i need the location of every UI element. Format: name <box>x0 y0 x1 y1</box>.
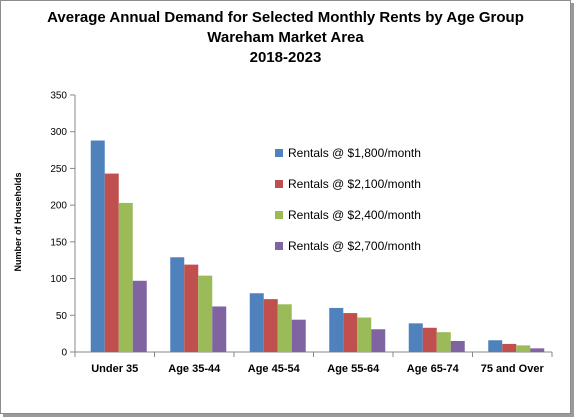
y-tick-label: 200 <box>50 201 67 212</box>
bar <box>408 323 423 352</box>
bar <box>422 327 437 352</box>
legend-swatch <box>275 149 283 157</box>
x-category-label: Age 35-44 <box>168 363 221 375</box>
bar <box>530 348 545 352</box>
x-category-label: Age 55-64 <box>327 363 380 375</box>
bar <box>212 306 227 352</box>
bar <box>90 140 105 352</box>
bar <box>249 293 264 352</box>
chart-title-line-3: 2018-2023 <box>249 49 322 66</box>
legend-entry-label: Rentals @ $2,400/month <box>288 208 421 222</box>
bar <box>436 332 451 352</box>
chart-title: Average Annual Demand for Selected Month… <box>0 8 571 68</box>
bar <box>132 280 147 352</box>
bar <box>329 307 344 352</box>
y-tick-label: 100 <box>50 274 67 285</box>
y-tick-label: 300 <box>50 127 67 138</box>
y-tick-label: 350 <box>50 91 67 102</box>
y-tick-label: 50 <box>56 311 68 322</box>
bar <box>198 275 213 352</box>
bar <box>104 173 119 352</box>
bar <box>450 340 465 352</box>
chart-title-line-1: Average Annual Demand for Selected Month… <box>47 9 524 26</box>
legend-swatch <box>275 242 283 250</box>
bar <box>371 329 386 352</box>
x-category-label: Under 35 <box>91 363 138 375</box>
x-category-label: Age 65-74 <box>407 363 460 375</box>
legend-entry-label: Rentals @ $2,700/month <box>288 239 421 253</box>
bar <box>343 313 358 352</box>
bar <box>357 317 372 352</box>
legend-entry-label: Rentals @ $1,800/month <box>288 146 421 160</box>
y-tick-label: 250 <box>50 164 67 175</box>
legend-swatch <box>275 180 283 188</box>
bar <box>502 343 517 352</box>
bar <box>488 340 503 352</box>
bar <box>184 264 199 352</box>
x-category-label: 75 and Over <box>481 363 545 375</box>
chart-title-line-2: Wareham Market Area <box>207 29 364 46</box>
y-tick-label: 150 <box>50 237 67 248</box>
bar <box>277 304 292 352</box>
bar <box>118 202 133 352</box>
x-category-label: Age 45-54 <box>248 363 301 375</box>
bar <box>263 299 278 352</box>
legend-entry-label: Rentals @ $2,100/month <box>288 177 421 191</box>
bar <box>170 257 185 352</box>
y-axis-label: Number of Households <box>13 172 23 271</box>
legend-swatch <box>275 211 283 219</box>
y-tick-label: 0 <box>61 348 67 359</box>
bar <box>516 345 531 352</box>
bar <box>291 319 306 352</box>
